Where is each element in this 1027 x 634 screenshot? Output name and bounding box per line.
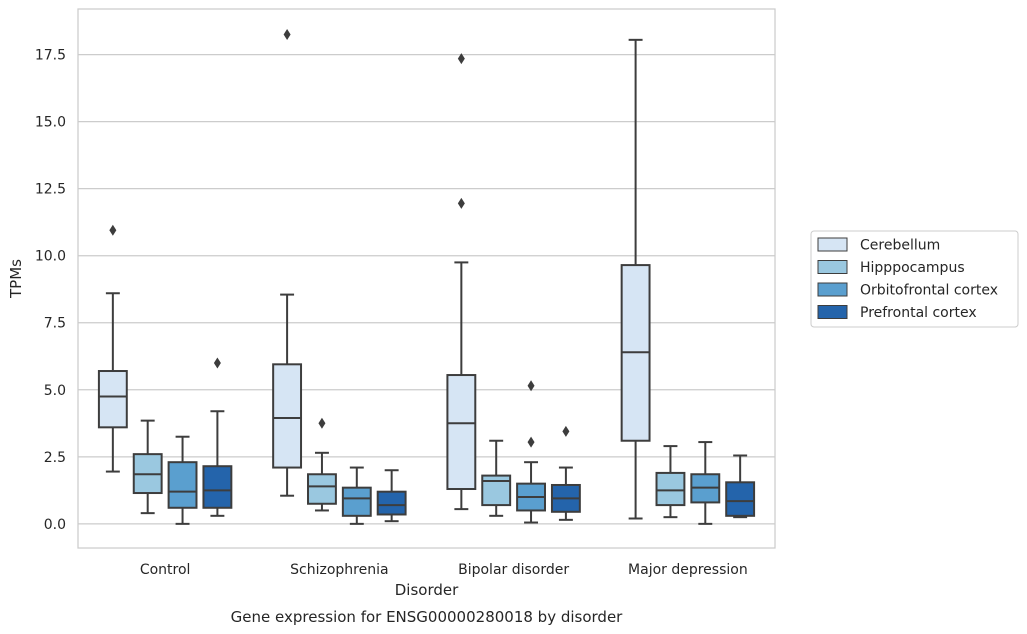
y-tick-label: 7.5 xyxy=(44,316,66,332)
y-tick-label: 10.0 xyxy=(35,249,66,265)
x-tick-label: Control xyxy=(140,562,191,578)
legend-frame xyxy=(810,230,1019,328)
iqr-box xyxy=(97,370,128,429)
legend-label: Cerebellum xyxy=(860,238,940,254)
y-tick-label: 15.0 xyxy=(35,115,66,131)
outlier-point xyxy=(527,380,535,392)
box-prefrontal-cortex xyxy=(725,454,756,519)
y-gridlines xyxy=(78,53,775,525)
legend-swatch xyxy=(817,282,848,297)
y-tick-label: 12.5 xyxy=(35,182,66,198)
y-tick-label: 0.0 xyxy=(44,517,66,533)
iqr-box xyxy=(376,490,407,516)
outlier-point xyxy=(318,417,326,429)
x-axis-label: Disorder xyxy=(395,581,459,599)
legend: Cerebellum Hipppocampus Orbitofrontal cort… xyxy=(810,230,1019,328)
outlier-point xyxy=(527,436,535,448)
box-orbitofrontal-cortex xyxy=(690,441,721,525)
box-hipppocampus xyxy=(307,417,337,512)
box-prefrontal-cortex xyxy=(376,469,407,523)
y-tick-label: 17.5 xyxy=(35,48,66,64)
outlier-point xyxy=(109,224,117,236)
y-tick-labels: 0.0 2.5 5.0 7.5 10.0 12.5 15.0 17.5 xyxy=(35,48,66,533)
box-hipppocampus xyxy=(481,439,512,517)
chart-caption: Gene expression for ENSG00000280018 by d… xyxy=(231,608,624,626)
outlier-point xyxy=(213,357,221,369)
x-tick-labels: Control Schizophrenia Bipolar disorder Majo… xyxy=(140,562,748,578)
x-tick-label: Schizophrenia xyxy=(290,562,388,578)
iqr-box xyxy=(272,363,303,469)
box-cerebellum xyxy=(620,38,651,520)
legend-swatch xyxy=(817,260,848,274)
box-orbitofrontal-cortex xyxy=(167,435,198,525)
iqr-box xyxy=(307,473,337,505)
y-tick-label: 2.5 xyxy=(44,450,66,466)
iqr-box xyxy=(202,465,233,509)
box-prefrontal-cortex xyxy=(550,425,581,521)
box-cerebellum xyxy=(272,28,303,497)
legend-label: Orbitofrontal cortex xyxy=(860,283,998,299)
box-cerebellum xyxy=(446,53,477,511)
box-hipppocampus xyxy=(132,419,163,515)
iqr-box xyxy=(446,374,477,491)
outlier-point xyxy=(457,197,465,209)
box-orbitofrontal-cortex xyxy=(341,466,372,525)
iqr-box xyxy=(341,486,372,517)
iqr-box xyxy=(655,471,686,507)
x-tick-label: Major depression xyxy=(628,562,748,578)
legend-swatch xyxy=(817,305,848,319)
outlier-point xyxy=(283,28,291,40)
iqr-box xyxy=(725,481,756,517)
outlier-point xyxy=(562,425,570,437)
legend-label: Hipppocampus xyxy=(860,260,965,276)
x-tick-label: Bipolar disorder xyxy=(458,562,569,578)
plot-area-frame xyxy=(77,8,776,549)
box-cerebellum xyxy=(97,224,128,473)
box-hipppocampus xyxy=(655,445,686,519)
legend-label: Prefrontal cortex xyxy=(860,305,977,321)
box-orbitofrontal-cortex xyxy=(516,380,546,524)
box-groups xyxy=(97,28,756,525)
legend-swatch xyxy=(817,237,848,252)
box-prefrontal-cortex xyxy=(202,357,233,517)
y-axis-label: TPMs xyxy=(7,259,25,299)
y-tick-label: 5.0 xyxy=(44,383,66,399)
iqr-box xyxy=(167,461,198,509)
outlier-point xyxy=(457,53,465,65)
